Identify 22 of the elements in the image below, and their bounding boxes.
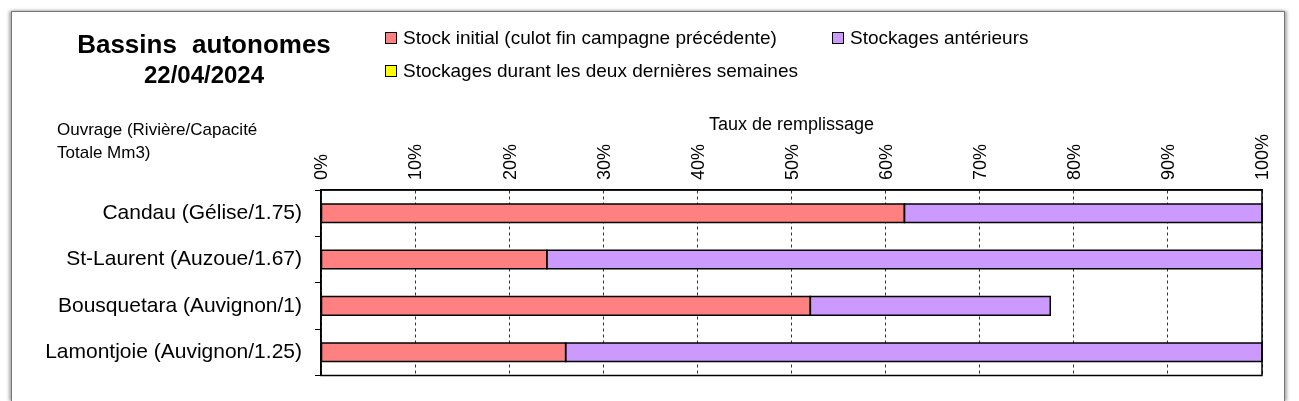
x-tick-label: 90% [1158,143,1179,180]
x-tick-label: 60% [875,143,896,180]
y-tick-label: St-Laurent (Auzoue/1.67) [66,246,302,270]
legend-label: Stock initial (culot fin campagne précédente) [403,26,777,49]
legend-label: Stockages antérieurs [850,26,1029,49]
y-axis-title: Ouvrage (Rivière/Capacité Totale Mm3) [57,119,259,164]
x-tick-label: 50% [781,143,802,180]
x-tick-label: 30% [593,143,614,180]
x-tick-label: 10% [405,143,426,180]
x-tick-label: 20% [499,143,520,180]
x-axis-title: Taux de remplissage [708,113,875,134]
y-tick-label: Lamontjoie (Auvignon/1.25) [45,339,302,363]
x-tick-label: 80% [1064,143,1085,180]
legend-label: Stockages durant les deux dernières semaines [403,59,799,82]
x-tick-label: 70% [970,143,991,180]
x-tick-label: 0% [311,153,332,180]
x-tick-label: 100% [1252,133,1273,180]
y-tick-label: Bousquetara (Auvignon/1) [58,292,302,316]
x-tick-label: 40% [687,143,708,180]
y-tick-label: Candau (Gélise/1.75) [102,199,302,223]
chart-title: Bassins autonomes [76,28,332,60]
chart-subtitle: 22/04/2024 [142,60,266,90]
